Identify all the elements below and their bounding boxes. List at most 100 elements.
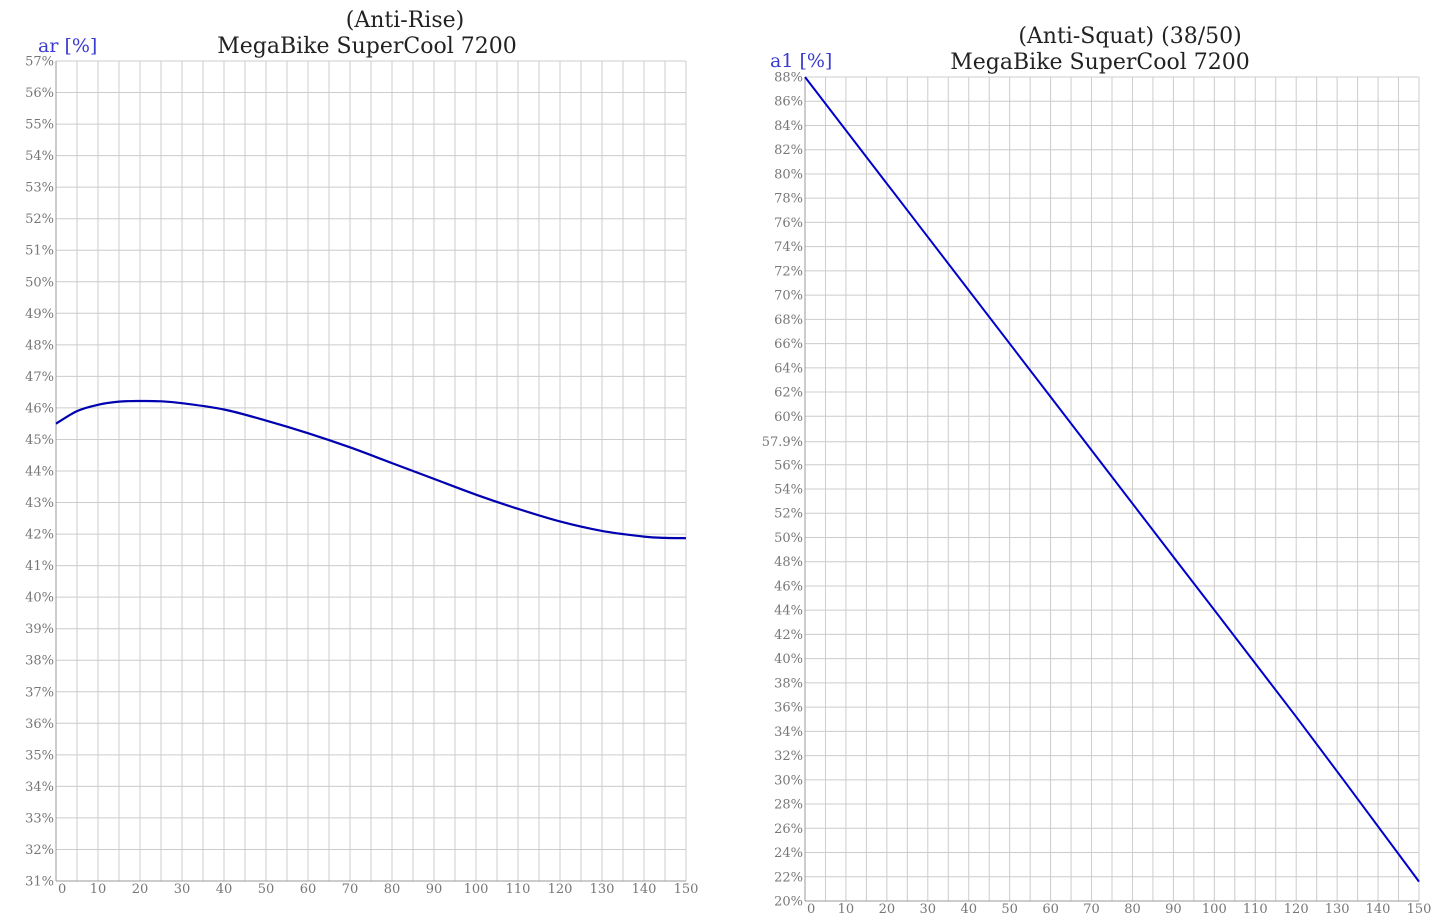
anti-rise-y-tick-label: 32% [25,843,54,858]
anti-rise-x-tick-label: 110 [506,882,531,897]
anti-squat-x-tick-label: 90 [1165,902,1182,917]
anti-squat-x-tick-label: 50 [1001,902,1018,917]
anti-rise-x-tick-label: 150 [674,882,699,897]
anti-squat-x-tick-label: 60 [1042,902,1059,917]
anti-squat-y-tick-label: 28% [774,798,803,813]
anti-rise-y-tick-label: 31% [25,875,54,890]
anti-squat-y-axis-label: a1 [%] [770,50,832,72]
anti-rise-y-tick-label: 41% [25,559,54,574]
anti-rise-chart: (Anti-Rise) MegaBike SuperCool 7200 ar [… [25,8,698,897]
anti-squat-chart-title: (Anti-Squat) (38/50) [1018,24,1241,49]
anti-squat-y-tick-label: 36% [774,701,803,716]
anti-rise-x-tick-label: 140 [632,882,657,897]
anti-rise-grid [55,60,687,882]
anti-rise-x-tick-label: 80 [384,882,401,897]
anti-squat-x-tick-label: 10 [838,902,855,917]
anti-rise-y-tick-label: 37% [25,685,54,700]
anti-squat-y-tick-label: 52% [774,507,803,522]
anti-squat-y-tick-label: 88% [774,71,803,86]
anti-rise-y-tick-label: 57% [25,55,54,70]
anti-squat-grid [804,76,1420,902]
anti-rise-y-axis-label: ar [%] [38,35,97,57]
anti-squat-y-tick-label: 30% [774,773,803,788]
anti-rise-y-tick-label: 48% [25,338,54,353]
anti-squat-y-tick-label: 46% [774,579,803,594]
anti-squat-x-tick-label: 80 [1124,902,1141,917]
anti-rise-y-tick-label: 43% [25,496,54,511]
anti-squat-y-tick-label: 64% [774,361,803,376]
anti-squat-y-tick-label: 34% [774,725,803,740]
anti-rise-series-line [55,399,687,540]
anti-squat-y-tick-label: 57.9% [762,435,803,450]
anti-squat-y-tick-label: 48% [774,555,803,570]
anti-rise-x-tick-label: 20 [132,882,149,897]
anti-rise-y-tick-label: 54% [25,149,54,164]
anti-rise-x-tick-label: 10 [90,882,107,897]
anti-squat-y-tick-label: 70% [774,289,803,304]
anti-squat-y-ticks: 20% 22% 24% 26% 28% 30% 32% 34% 36% 38% 40% 42% 44% 4… [762,71,803,910]
anti-squat-y-tick-label: 74% [774,240,803,255]
anti-squat-x-tick-label: 70 [1083,902,1100,917]
anti-squat-y-tick-label: 76% [774,216,803,231]
anti-rise-y-tick-label: 51% [25,244,54,259]
anti-squat-x-tick-label: 20 [879,902,896,917]
anti-rise-y-tick-label: 55% [25,118,54,133]
anti-squat-y-tick-label: 84% [774,119,803,134]
anti-rise-y-ticks: 31% 32% 33% 34% 35% 36% 37% 38% 39% 40% 41% 42% 43% 4… [25,55,54,890]
anti-rise-x-tick-label: 40 [216,882,233,897]
anti-rise-y-tick-label: 42% [25,528,54,543]
anti-rise-x-tick-label: 120 [548,882,573,897]
anti-rise-x-tick-label: 30 [174,882,191,897]
anti-rise-x-tick-label: 130 [590,882,615,897]
anti-rise-y-tick-label: 52% [25,212,54,227]
anti-squat-y-tick-label: 56% [774,458,803,473]
anti-squat-y-tick-label: 86% [774,95,803,110]
anti-squat-x-tick-label: 100 [1202,902,1227,917]
anti-rise-y-tick-label: 47% [25,370,54,385]
anti-squat-x-tick-label: 120 [1284,902,1309,917]
anti-squat-x-tick-label: 30 [920,902,937,917]
anti-squat-y-tick-label: 50% [774,531,803,546]
anti-squat-x-tick-label: 40 [960,902,977,917]
anti-squat-y-tick-label: 26% [774,822,803,837]
anti-squat-y-tick-label: 66% [774,337,803,352]
anti-squat-y-tick-label: 40% [774,652,803,667]
anti-rise-y-tick-label: 50% [25,275,54,290]
anti-rise-y-tick-label: 46% [25,401,54,416]
anti-rise-y-tick-label: 35% [25,748,54,763]
anti-squat-y-tick-label: 24% [774,846,803,861]
anti-squat-x-tick-label: 110 [1243,902,1268,917]
anti-rise-y-tick-label: 33% [25,811,54,826]
anti-squat-x-tick-label: 150 [1407,902,1432,917]
anti-rise-y-tick-label: 56% [25,86,54,101]
anti-squat-y-tick-label: 42% [774,628,803,643]
anti-squat-x-tick-label: 140 [1366,902,1391,917]
anti-rise-y-tick-label: 53% [25,181,54,196]
anti-squat-y-tick-label: 38% [774,676,803,691]
anti-squat-chart-subtitle: MegaBike SuperCool 7200 [950,50,1250,75]
anti-rise-x-tick-label: 60 [300,882,317,897]
anti-squat-y-tick-label: 54% [774,483,803,498]
anti-squat-chart: (Anti-Squat) (38/50) MegaBike SuperCool … [762,24,1432,917]
anti-squat-y-tick-label: 80% [774,167,803,182]
anti-squat-y-tick-label: 22% [774,870,803,885]
anti-squat-x-tick-label: 130 [1325,902,1350,917]
anti-rise-chart-title: (Anti-Rise) [346,8,464,33]
anti-rise-y-tick-label: 38% [25,654,54,669]
anti-squat-y-tick-label: 82% [774,143,803,158]
anti-squat-y-tick-label: 60% [774,410,803,425]
anti-rise-y-tick-label: 34% [25,780,54,795]
anti-squat-y-tick-label: 32% [774,749,803,764]
anti-rise-x-tick-label: 70 [342,882,359,897]
anti-rise-y-tick-label: 44% [25,465,54,480]
anti-squat-y-tick-label: 78% [774,192,803,207]
anti-squat-y-tick-label: 72% [774,264,803,279]
anti-squat-series-line [804,76,1420,883]
anti-squat-y-tick-label: 62% [774,386,803,401]
anti-rise-x-tick-label: 0 [58,882,66,897]
anti-rise-y-tick-label: 45% [25,433,54,448]
anti-rise-x-tick-label: 100 [464,882,489,897]
anti-squat-y-tick-label: 20% [774,895,803,910]
anti-rise-y-tick-label: 40% [25,591,54,606]
